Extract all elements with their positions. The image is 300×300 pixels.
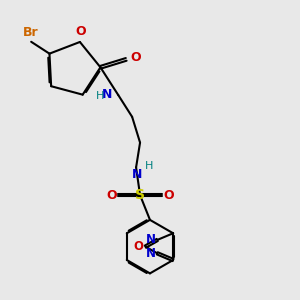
Text: Br: Br bbox=[23, 26, 39, 39]
Text: H: H bbox=[145, 161, 153, 171]
Text: N: N bbox=[102, 88, 112, 100]
Text: O: O bbox=[134, 240, 143, 253]
Text: S: S bbox=[135, 188, 145, 202]
Text: O: O bbox=[76, 25, 86, 38]
Text: N: N bbox=[132, 168, 142, 182]
Text: H: H bbox=[96, 91, 105, 101]
Text: N: N bbox=[146, 247, 156, 260]
Text: O: O bbox=[164, 189, 174, 202]
Text: O: O bbox=[106, 189, 117, 202]
Text: O: O bbox=[130, 51, 141, 64]
Text: N: N bbox=[146, 233, 156, 246]
